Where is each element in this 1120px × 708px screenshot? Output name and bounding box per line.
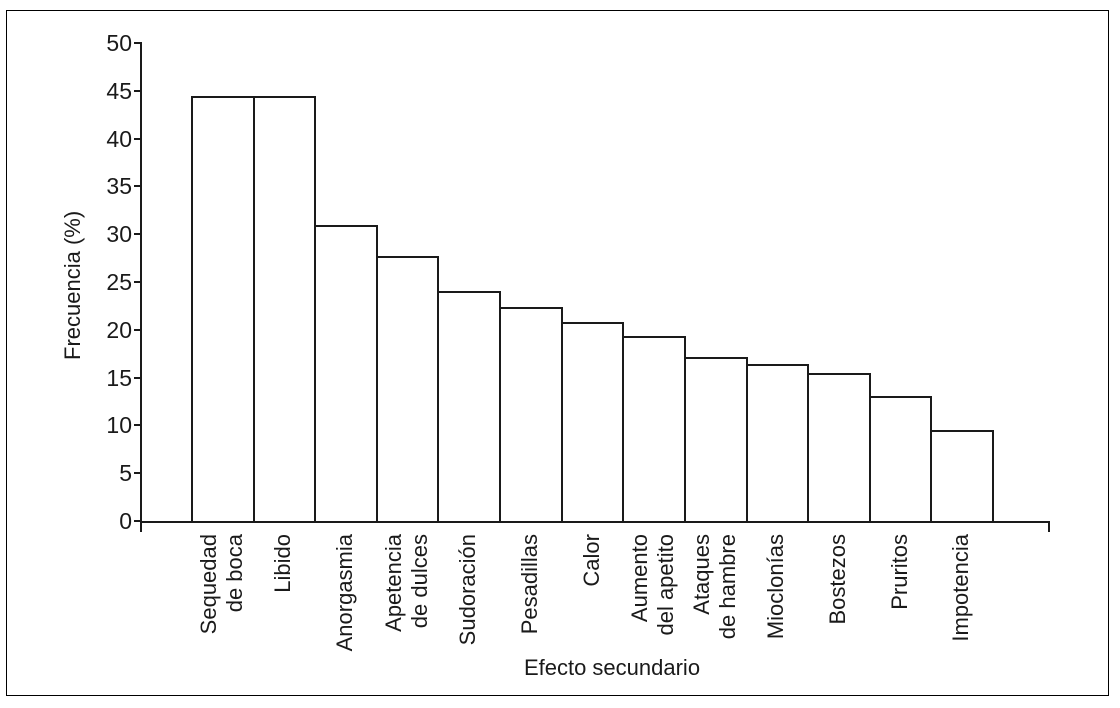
y-axis-tick [134,520,142,522]
y-axis-tick [134,377,142,379]
x-axis-label-text: Anorgasmia [332,534,357,652]
y-tick-label: 50 [106,30,132,56]
x-axis-label: Bostezos [825,534,851,625]
x-axis-label: Anorgasmia [332,534,358,651]
bar [191,96,255,523]
y-axis-tick [134,424,142,426]
x-axis-label: Calor [579,534,605,587]
x-axis-label: Pesadillas [517,534,543,634]
bar [376,256,439,523]
y-tick-label: 20 [106,317,132,343]
y-tick-label: 15 [106,365,132,391]
x-axis-label-text: Bostezos [825,534,850,625]
y-tick-label: 40 [106,126,132,152]
bar [437,291,501,523]
bar [684,357,748,523]
bar [314,225,378,523]
x-axis-title: Efecto secundario [523,655,701,680]
x-axis-label: Ataques de hambre [689,534,741,639]
y-axis-tick [134,472,142,474]
x-axis-label-text: Pruritos [887,534,912,610]
y-axis-tick [134,90,142,92]
x-axis [140,521,1050,523]
x-axis-label-text: Sequedad de boca [196,534,247,635]
x-axis-label-text: Apetencia de dulces [381,534,432,632]
y-axis-tick [134,42,142,44]
y-axis-tick [134,138,142,140]
x-axis-label-text: Aumento del apetito [627,534,678,636]
y-axis-title: Frecuencia (%) [60,210,85,360]
bar [561,322,624,523]
y-tick-label: 45 [106,78,132,104]
x-axis-label: Impotencia [948,534,974,642]
y-tick-label: 25 [106,269,132,295]
x-axis-label-text: Sudoración [455,534,480,646]
x-axis-label: Pruritos [887,534,913,610]
y-tick-label: 0 [119,508,132,534]
y-tick-label: 30 [106,221,132,247]
x-axis-label: Sequedad de boca [196,534,248,634]
x-axis-label-text: Impotencia [948,534,973,642]
bar [869,396,932,523]
x-axis-label-text: Ataques de hambre [689,534,740,640]
x-axis-label: Aumento del apetito [627,534,679,636]
x-axis-label-text: Calor [579,534,604,587]
y-tick-label: 35 [106,173,132,199]
x-axis-label: Mioclonías [763,534,789,639]
y-axis [140,43,142,532]
x-axis-label-text: Libido [270,534,295,593]
y-axis-tick [134,185,142,187]
x-axis-end-tick [1048,521,1050,532]
x-axis-label: Apetencia de dulces [381,534,433,632]
bar [930,430,994,523]
bar [253,96,316,523]
x-axis-label-text: Mioclonías [763,534,788,640]
x-axis-label: Sudoración [455,534,481,645]
bar [746,364,809,523]
y-axis-tick [134,329,142,331]
x-axis-label-text: Pesadillas [517,534,542,635]
bar [499,307,563,523]
y-axis-tick [134,233,142,235]
x-axis-label: Libido [270,534,296,593]
y-tick-label: 5 [119,460,132,486]
y-axis-tick [134,281,142,283]
y-tick-label: 10 [106,412,132,438]
bar [622,336,686,523]
bar [807,373,871,523]
